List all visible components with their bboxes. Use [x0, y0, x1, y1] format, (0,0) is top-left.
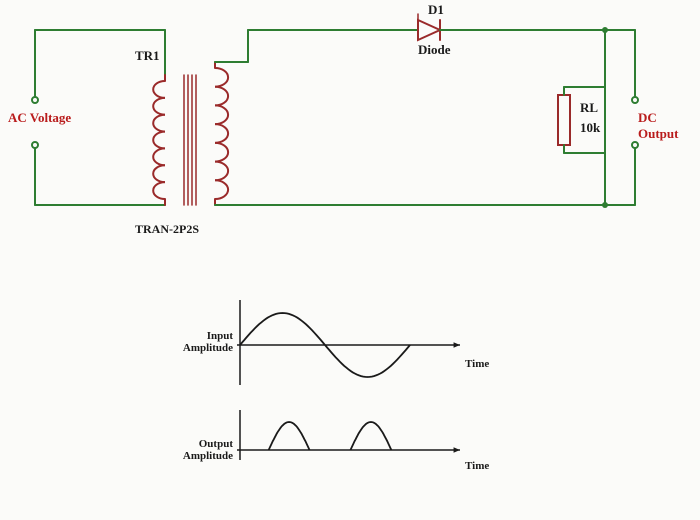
diode-name: Diode	[418, 42, 451, 58]
output-time-label: Time	[465, 460, 489, 472]
dc-output-label: DC Output	[638, 110, 700, 142]
ac-voltage-label: AC Voltage	[8, 110, 71, 126]
transformer-ref: TR1	[135, 48, 160, 64]
waveform-diagram	[0, 260, 700, 520]
resistor-ref: RL	[580, 100, 598, 116]
diode-ref: D1	[428, 2, 444, 18]
resistor-val: 10k	[580, 120, 600, 136]
transformer-model: TRAN-2P2S	[135, 222, 199, 237]
input-amplitude-label: Input Amplitude	[178, 330, 233, 354]
output-amplitude-label: Output Amplitude	[178, 438, 233, 462]
input-time-label: Time	[465, 358, 489, 370]
